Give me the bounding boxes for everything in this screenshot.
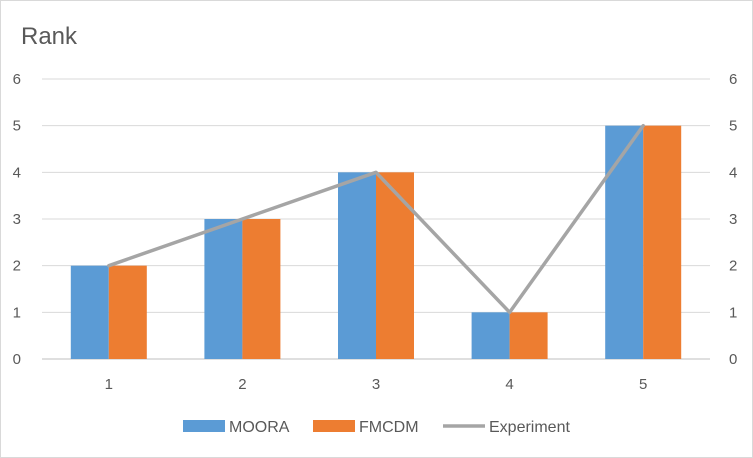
x-axis: 1 2 3 4 5 <box>105 376 648 393</box>
x-tick-label: 4 <box>505 376 513 393</box>
y-tick-label-right: 1 <box>729 304 737 321</box>
bar-moora <box>605 125 644 360</box>
bar-fmcdm <box>108 265 147 359</box>
legend-label: Experiment <box>489 419 570 436</box>
legend: MOORA FMCDM Experiment <box>183 419 570 436</box>
legend-swatch <box>313 420 355 432</box>
bar-fmcdm <box>242 219 281 359</box>
x-tick-label: 1 <box>105 376 113 393</box>
y-axis-left: 0 1 2 3 4 5 6 <box>13 71 21 368</box>
y-tick-label-left: 4 <box>13 164 21 181</box>
bar-moora <box>70 265 109 359</box>
x-tick-label: 5 <box>639 376 647 393</box>
bar-fmcdm <box>509 312 548 359</box>
y-tick-label-left: 0 <box>13 351 21 368</box>
y-tick-label-left: 3 <box>13 211 21 228</box>
y-tick-label-left: 2 <box>13 258 21 275</box>
bar-fmcdm <box>376 172 414 359</box>
y-tick-label-right: 6 <box>729 71 737 88</box>
bar-moora <box>338 172 376 359</box>
legend-label: MOORA <box>229 419 290 436</box>
y-tick-label-right: 0 <box>729 351 737 368</box>
y-axis-title: Rank <box>21 23 78 50</box>
x-tick-label: 3 <box>372 376 380 393</box>
bar-moora <box>204 219 243 359</box>
y-tick-label-left: 5 <box>13 118 21 135</box>
y-tick-label-left: 1 <box>13 304 21 321</box>
y-tick-label-right: 5 <box>729 118 737 135</box>
bar-fmcdm <box>643 125 682 360</box>
bars <box>70 125 682 360</box>
legend-swatch <box>183 420 225 432</box>
experiment-line <box>107 123 645 315</box>
y-tick-label-right: 3 <box>729 211 737 228</box>
y-tick-label-right: 4 <box>729 164 737 181</box>
y-axis-right: 0 1 2 3 4 5 6 <box>729 71 737 368</box>
bar-moora <box>471 312 510 359</box>
x-tick-label: 2 <box>238 376 246 393</box>
legend-label: FMCDM <box>359 419 419 436</box>
y-tick-label-right: 2 <box>729 258 737 275</box>
y-tick-label-left: 6 <box>13 71 21 88</box>
